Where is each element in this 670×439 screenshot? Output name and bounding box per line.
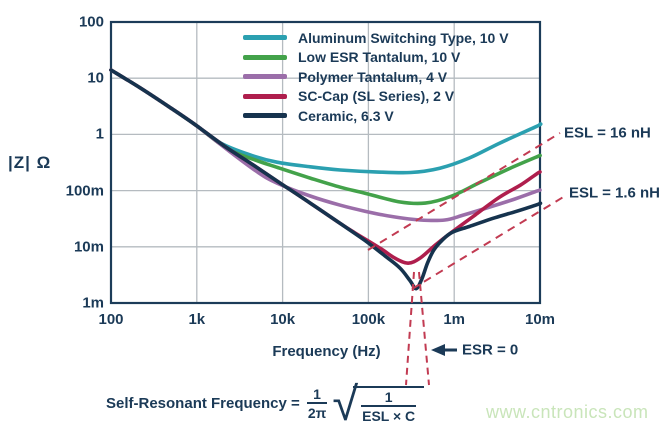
legend-label: SC-Cap (SL Series), 2 V [298, 88, 455, 105]
resonance-dashed-line [405, 271, 415, 386]
legend-item: Low ESR Tantalum, 10 V [243, 48, 509, 68]
legend-item: Aluminum Switching Type, 10 V [243, 28, 509, 48]
fraction-denominator: ESL × C [361, 405, 417, 424]
chart-legend: Aluminum Switching Type, 10 V Low ESR Tan… [243, 28, 509, 126]
legend-swatch [243, 54, 287, 60]
x-tick-label: 1k [188, 311, 206, 328]
x-tick-label: 10k [270, 311, 296, 328]
fraction-numerator: 1 [313, 385, 321, 402]
formula-fraction-one-over-2pi: 1 2π [306, 385, 328, 421]
y-tick-label: 100 [78, 13, 104, 31]
y-tick-label: 1m [82, 294, 104, 312]
radical-body: 1 ESL × C [353, 386, 425, 424]
y-tick-label: 100m [65, 182, 104, 200]
watermark-text: www.cntronics.com [486, 402, 649, 422]
x-tick-label: 100 [98, 311, 124, 328]
legend-swatch [243, 113, 287, 119]
resonance-dashed-line [418, 271, 430, 386]
fraction-denominator: 2π [306, 401, 328, 421]
legend-label: Ceramic, 6.3 V [298, 107, 394, 124]
plot-border [109, 20, 542, 305]
legend-item: Ceramic, 6.3 V [243, 106, 509, 126]
esl-dashed-line [411, 195, 566, 290]
legend-item: SC-Cap (SL Series), 2 V [243, 87, 509, 107]
x-tick-label: 10m [524, 311, 556, 328]
esr-arrow-head [431, 344, 445, 356]
curve-5 [109, 68, 543, 291]
y-axis-title: |Z| Ω [8, 153, 52, 172]
x-axis-title: Frequency (Hz) [272, 343, 381, 360]
esr-annotation-label: ESR = 0 [462, 341, 519, 359]
formula-radical: √ 1 ESL × C [332, 380, 425, 427]
esl-annotation-label: ESL = 16 nH [564, 124, 651, 142]
legend-label: Aluminum Switching Type, 10 V [298, 29, 509, 46]
formula-prefix: Self-Resonant Frequency = [106, 394, 300, 412]
x-tick-label: 100k [351, 311, 386, 328]
x-tick-label: 1m [443, 311, 466, 328]
legend-swatch [243, 74, 287, 80]
legend-label: Low ESR Tantalum, 10 V [298, 49, 461, 66]
legend-label: Polymer Tantalum, 4 V [298, 68, 448, 85]
y-tick-label: 1 [95, 125, 104, 143]
formula-fraction-one-over-eslc: 1 ESL × C [361, 389, 417, 424]
self-resonant-frequency-formula: Self-Resonant Frequency = 1 2π √ 1 ESL ×… [106, 380, 425, 427]
legend-swatch [243, 93, 287, 99]
y-tick-label: 10m [73, 238, 104, 256]
legend-swatch [243, 35, 287, 41]
esl-annotation-label: ESL = 1.6 nH [569, 184, 661, 202]
legend-item: Polymer Tantalum, 4 V [243, 67, 509, 87]
fraction-numerator: 1 [384, 389, 393, 405]
y-tick-label: 10 [87, 69, 104, 87]
esl-dashed-line [367, 132, 561, 251]
